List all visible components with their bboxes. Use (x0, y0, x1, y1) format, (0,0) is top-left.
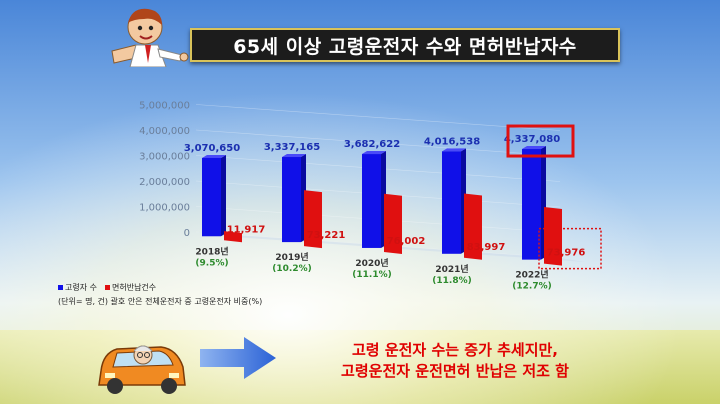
bar-blue (282, 157, 301, 243)
x-ratio-label: (11.1%) (352, 270, 391, 280)
data-label-blue: 4,016,538 (424, 136, 480, 147)
bar-blue (202, 157, 221, 237)
caption-line-1: 고령 운전자 수는 증가 추세지만, (352, 341, 558, 359)
y-tick-label: 5,000,000 (139, 101, 190, 112)
y-tick-label: 0 (184, 228, 190, 239)
bar-red (224, 231, 242, 243)
unit-note: (단위= 명, 건) 괄호 안은 전체운전자 중 고령운전자 비중(%) (58, 297, 263, 306)
x-ratio-label: (11.8%) (432, 276, 471, 286)
bar-top-blue (282, 154, 306, 158)
data-label-blue: 3,337,165 (264, 142, 320, 153)
data-label-blue: 4,337,080 (504, 134, 560, 145)
bar-red (464, 193, 482, 260)
data-label-blue: 3,682,622 (344, 139, 400, 150)
y-tick-label: 2,000,000 (139, 177, 190, 188)
data-label-red: 73,976 (547, 248, 586, 259)
bar-red (384, 193, 402, 254)
highlight-box-blue (506, 124, 575, 158)
legend-swatch-red (104, 285, 110, 290)
bar-blue (522, 149, 541, 260)
legend-label-series-1: 고령자 수 (65, 283, 97, 292)
data-label-red: 11,917 (227, 224, 266, 235)
bar-blue (442, 151, 461, 254)
blue-arrow-icon (200, 337, 276, 379)
bar-red (544, 207, 562, 266)
bar-blue (362, 154, 381, 248)
conclusion-caption: 고령 운전자 수는 증가 추세지만, 고령운전자 운전면허 반납은 저조 함 (300, 340, 610, 382)
bar-top-blue (362, 151, 386, 155)
elderly-driver-car-icon (98, 345, 186, 394)
x-category-label: 2018년 (195, 245, 228, 257)
data-label-red: 83,997 (467, 242, 506, 253)
gridline (195, 104, 561, 131)
bar-red (304, 190, 322, 249)
x-category-label: 2022년 (515, 269, 548, 281)
bar-side-blue (221, 154, 226, 237)
bar-top-blue (522, 146, 546, 150)
legend: 고령자 수 면허반납건수 (58, 282, 156, 293)
highlight-box-red (538, 227, 602, 270)
data-label-red: 73,221 (307, 230, 346, 241)
y-tick-label: 3,000,000 (139, 152, 190, 163)
mascot-pointing-icon (111, 8, 189, 67)
y-tick-label: 1,000,000 (139, 203, 190, 214)
x-ratio-label: (12.7%) (512, 282, 551, 292)
data-label-blue: 3,070,650 (184, 143, 240, 154)
x-category-label: 2020년 (355, 257, 388, 269)
legend-item-series-1: 고령자 수 (58, 282, 97, 293)
data-label-red: 76,002 (387, 236, 426, 247)
bar-top-blue (202, 154, 226, 158)
title-bar: 65세 이상 고령운전자 수와 면허반납자수 (190, 28, 620, 62)
x-category-label: 2019년 (275, 251, 308, 263)
x-ratio-label: (10.2%) (272, 264, 311, 274)
legend-label-series-2: 면허반납건수 (111, 283, 157, 292)
caption-line-2: 고령운전자 운전면허 반납은 저조 함 (341, 362, 569, 380)
legend-item-series-2: 면허반납건수 (104, 282, 157, 293)
gridline (195, 129, 561, 157)
bar-top-blue (442, 148, 466, 152)
chart-title: 65세 이상 고령운전자 수와 면허반납자수 (233, 35, 577, 58)
x-ratio-label: (9.5%) (195, 258, 228, 268)
legend-swatch-blue (58, 285, 63, 290)
x-category-label: 2021년 (435, 263, 468, 275)
y-tick-label: 4,000,000 (139, 126, 190, 137)
